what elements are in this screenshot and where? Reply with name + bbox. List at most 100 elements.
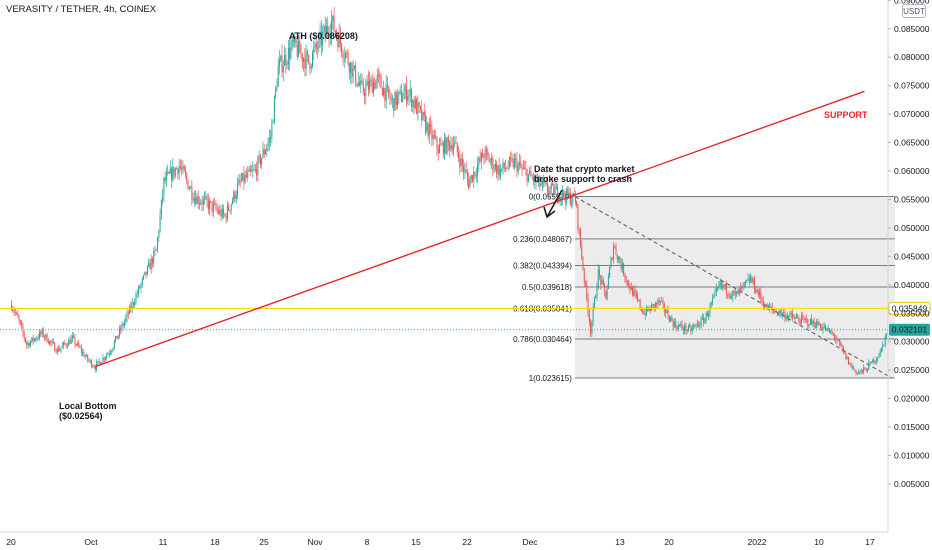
candle-body (375, 80, 377, 89)
y-tick-label: 0.030000 (894, 337, 930, 347)
candle-body (338, 33, 340, 48)
candle-body (505, 168, 507, 170)
candle-body (444, 137, 446, 155)
y-tick-label: 0.020000 (894, 394, 930, 404)
candle-body (487, 151, 489, 156)
candle-body (157, 237, 159, 250)
candle-body (55, 351, 57, 353)
candle-body (719, 280, 721, 287)
candle-body (181, 167, 183, 169)
candle-body (727, 293, 729, 295)
candle-body (737, 291, 739, 295)
y-tick-label: 0.025000 (894, 365, 930, 375)
candle-body (130, 306, 132, 310)
candle-body (733, 290, 735, 294)
candle-body (822, 327, 824, 330)
candle-body (773, 309, 774, 311)
candle-body (319, 31, 321, 37)
candle-body (385, 84, 387, 101)
candle-body (24, 337, 26, 343)
candle-body (710, 302, 712, 305)
y-tick-label: 0.075000 (894, 81, 930, 91)
candle-body (519, 162, 520, 165)
candle-body (643, 313, 645, 315)
candle-body (31, 337, 33, 342)
candle-body (234, 191, 236, 200)
candle-body (341, 43, 343, 54)
candle-body (28, 343, 30, 347)
candle-body (350, 62, 352, 73)
candle-body (295, 37, 297, 46)
candle-body (191, 186, 193, 199)
candle-body (408, 93, 410, 96)
currency-badge[interactable]: USDT (902, 4, 926, 18)
candle-body (267, 142, 269, 148)
x-tick-label: 25 (259, 537, 269, 547)
candle-body (761, 298, 763, 302)
candle-body (671, 317, 673, 321)
candle-body (869, 361, 871, 363)
candle-body (839, 339, 841, 343)
drawing-lines[interactable]: 0.035849 0.032101 SUPPORT (0, 90, 931, 368)
candle-body (491, 157, 493, 162)
y-tick-label: 0.065000 (894, 138, 930, 148)
candle-body (122, 324, 124, 326)
candle-body (30, 341, 32, 347)
x-tick-label: 8 (365, 537, 370, 547)
candle-body (488, 155, 490, 163)
candle-body (736, 291, 738, 294)
candle-body (144, 271, 146, 276)
candle-body (836, 339, 838, 341)
candle-body (82, 351, 84, 353)
candle-body (452, 144, 454, 151)
candle-body (329, 34, 331, 37)
candle-body (541, 180, 543, 185)
candle-body (61, 345, 63, 348)
candle-body (728, 294, 730, 297)
candle-body (480, 153, 482, 161)
candle-body (663, 303, 665, 312)
y-tick-label: 0.050000 (894, 223, 930, 233)
candle-body (258, 155, 260, 158)
y-tick-label: 0.010000 (894, 451, 930, 461)
candle-body (394, 91, 396, 111)
candle-body (111, 350, 113, 353)
candle-body (240, 180, 242, 182)
candle-body (60, 347, 62, 350)
candle-body (209, 200, 211, 210)
candle-body (305, 52, 307, 69)
candle-body (201, 202, 203, 205)
candle-body (146, 266, 148, 275)
candle-body (873, 359, 875, 364)
candle-body (370, 79, 372, 82)
candle-body (680, 324, 682, 326)
y-tick-label: 0.060000 (894, 166, 930, 176)
candle-body (102, 357, 104, 363)
candle-body (310, 65, 312, 69)
candle-body (648, 308, 650, 311)
candle-body (249, 168, 251, 172)
candle-body (94, 367, 96, 370)
candle-body (553, 184, 555, 196)
candle-body (289, 47, 291, 59)
candle-body (807, 319, 809, 326)
candle-body (738, 288, 740, 295)
candle-body (638, 300, 640, 302)
candle-body (540, 184, 542, 186)
candle-body (590, 321, 592, 334)
candle-body (577, 205, 579, 229)
candle-body (877, 357, 879, 359)
candle-body (91, 360, 93, 367)
candle-body (352, 67, 354, 77)
y-tick-label: 0.035000 (894, 308, 930, 318)
candle-body (461, 158, 463, 166)
fibonacci-retracement[interactable]: 0(0.055520) 0.236(0.048067) 0.382(0.043394… (513, 192, 895, 383)
candle-body (658, 299, 660, 302)
candle-body (342, 53, 344, 58)
candle-body (654, 302, 656, 308)
candle-body (46, 334, 48, 343)
candle-body (230, 204, 232, 210)
candle-body (190, 186, 192, 189)
